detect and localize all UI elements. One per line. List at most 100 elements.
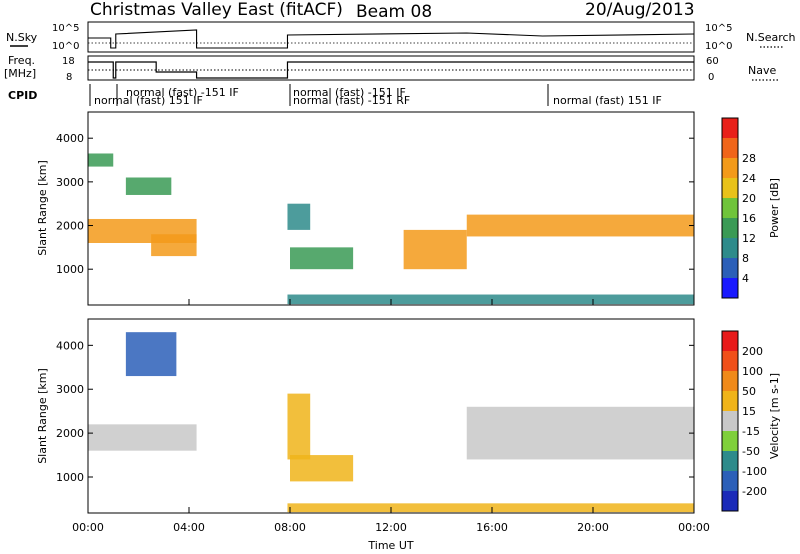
freq-panel: Freq. [MHz] 18 8 60 0 Nave (4, 54, 780, 83)
beam-title: Beam 08 (356, 2, 432, 22)
freq-trace (88, 61, 694, 79)
date-title: 20/Aug/2013 (585, 0, 695, 20)
velocity-colorbar-tick-6: -100 (742, 465, 767, 478)
velocity-colorbar: 200 100 50 15 -15 -50 -100 -200 Velocity [m s-1… (721, 330, 781, 512)
power-band-4 (287, 203, 311, 230)
power-segment-7 (722, 138, 738, 158)
nave-tick-high: 60 (706, 56, 719, 67)
velocity-yticks: 1000 2000 3000 4000 (56, 339, 694, 484)
velocity-segment-3 (722, 431, 738, 451)
velocity-segment-5 (722, 391, 738, 411)
power-colorbar-tick-2: 12 (742, 232, 756, 245)
power-colorbar-tick-6: 28 (742, 152, 756, 165)
power-band-7 (466, 214, 694, 237)
velocity-band-2 (287, 393, 311, 460)
nsearch-tick-high: 10^5 (705, 23, 732, 34)
velocity-segment-6 (722, 371, 738, 391)
power-colorbar-tick-4: 20 (742, 192, 756, 205)
freq-label: Freq. (8, 54, 35, 67)
cpid-entry-4: normal (fast) 151 IF (553, 94, 662, 107)
velocity-segment-0 (722, 491, 738, 511)
power-colorbar-tick-5: 24 (742, 172, 756, 185)
power-segment-5 (722, 178, 738, 198)
velocity-band-4 (466, 406, 694, 460)
power-yticks: 1000 2000 3000 4000 (56, 132, 694, 276)
nsky-tick-low: 10^0 (52, 41, 79, 52)
power-colorbar-tick-3: 16 (742, 212, 756, 225)
velocity-colorbar-segments (722, 331, 738, 511)
velocity-segment-1 (722, 471, 738, 491)
power-segment-2 (722, 238, 738, 258)
nave-label: Nave (748, 64, 776, 77)
power-band-2 (125, 177, 172, 195)
power-ytick-label-1: 2000 (56, 220, 84, 233)
velocity-colorbar-tick-1: 100 (742, 365, 763, 378)
power-colorbar-tick-0: 4 (742, 272, 749, 285)
power-colorbar-segments (722, 118, 738, 298)
cpid-entry-1: normal (fast) -151 IF (126, 86, 239, 99)
nave-tick-low: 0 (708, 72, 714, 83)
velocity-segment-7 (722, 351, 738, 371)
velocity-ytick-label-0: 1000 (56, 471, 84, 484)
velocity-colorbar-tick-7: -200 (742, 485, 767, 498)
nsky-label: N.Sky (6, 31, 38, 44)
velocity-colorbar-label: Velocity [m s-1] (768, 373, 781, 459)
velocity-band-1 (125, 332, 177, 377)
power-band-6 (403, 229, 467, 270)
velocity-band-0 (88, 424, 197, 451)
freq-tick-low: 8 (66, 72, 72, 83)
xtick-label-0: 00:00 (72, 521, 104, 534)
x-axis: 00:00 04:00 08:00 12:00 16:00 20:00 00:00 (72, 299, 710, 534)
xtick-label-6: 00:00 (678, 521, 710, 534)
velocity-band-5 (287, 503, 694, 513)
power-ylabel: Slant Range [km] (36, 160, 49, 256)
velocity-heatmap (88, 332, 694, 513)
power-colorbar-label: Power [dB] (768, 178, 781, 238)
power-segment-6 (722, 158, 738, 178)
power-ytick-label-2: 3000 (56, 176, 84, 189)
velocity-band-3 (290, 455, 354, 482)
power-panel: Slant Range [km] 1000 2000 3000 4000 (36, 111, 695, 306)
power-ytick-label-0: 1000 (56, 263, 84, 276)
velocity-ytick-label-2: 3000 (56, 383, 84, 396)
power-segment-3 (722, 218, 738, 238)
xtick-label-3: 12:00 (375, 521, 407, 534)
nsky-trace (88, 29, 695, 49)
power-segment-4 (722, 198, 738, 218)
velocity-colorbar-tick-0: 200 (742, 345, 763, 358)
xtick-label-1: 04:00 (173, 521, 205, 534)
x-axis-label: Time UT (367, 539, 413, 552)
velocity-colorbar-tick-2: 50 (742, 385, 756, 398)
station-title: Christmas Valley East (fitACF) (90, 0, 343, 20)
power-colorbar-ticks: 4 8 12 16 20 24 28 (742, 152, 756, 285)
xtick-label-2: 08:00 (274, 521, 306, 534)
velocity-panel: Slant Range [km] 1000 2000 3000 4000 (36, 318, 695, 514)
velocity-colorbar-tick-3: 15 (742, 405, 756, 418)
velocity-segment-8 (722, 331, 738, 351)
cpid-entry-2: normal (fast) -151 IF (293, 86, 406, 99)
power-band-3 (151, 234, 197, 257)
power-colorbar: 4 8 12 16 20 24 28 Power [dB] (721, 117, 781, 299)
nsearch-tick-low: 10^0 (705, 41, 732, 52)
velocity-ytick-label-3: 4000 (56, 339, 84, 352)
cpid-entry-0: normal (fast) 151 IF (94, 94, 203, 107)
power-band-8 (287, 294, 694, 305)
power-band-5 (290, 247, 354, 270)
power-heatmap (88, 153, 694, 305)
nsky-panel: N.Sky 10^5 10^0 10^5 10^0 N.Search (6, 21, 796, 53)
velocity-segment-4 (722, 411, 738, 431)
xtick-label-4: 16:00 (476, 521, 508, 534)
velocity-colorbar-tick-5: -50 (742, 445, 760, 458)
cpid-entry-3: normal (fast) -151 RF (293, 94, 410, 107)
cpid-strip: CPID normal (fast) -151 IF normal (fast)… (8, 84, 662, 107)
velocity-ytick-label-1: 2000 (56, 427, 84, 440)
freq-unit: [MHz] (4, 67, 36, 80)
cpid-label: CPID (8, 89, 37, 102)
freq-tick-high: 18 (62, 56, 75, 67)
velocity-ylabel: Slant Range [km] (36, 368, 49, 464)
velocity-colorbar-tick-4: -15 (742, 425, 760, 438)
power-band-1 (88, 153, 114, 167)
power-segment-8 (722, 118, 738, 138)
velocity-segment-2 (722, 451, 738, 471)
